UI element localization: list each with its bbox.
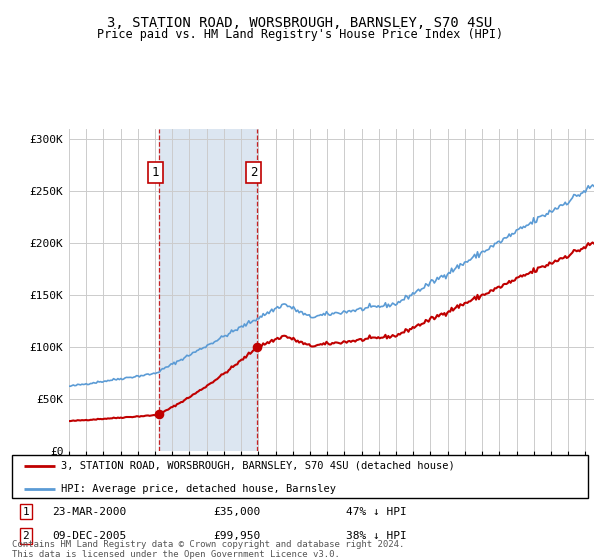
Text: 2: 2 [250,166,257,179]
Text: £35,000: £35,000 [214,507,261,517]
Point [154,410,164,419]
Text: 09-DEC-2005: 09-DEC-2005 [52,531,127,541]
Text: 38% ↓ HPI: 38% ↓ HPI [346,531,407,541]
Text: 2: 2 [22,531,29,541]
Point [253,343,262,352]
Text: HPI: Average price, detached house, Barnsley: HPI: Average price, detached house, Barn… [61,484,336,494]
Text: 47% ↓ HPI: 47% ↓ HPI [346,507,407,517]
Text: 1: 1 [152,166,159,179]
Text: 3, STATION ROAD, WORSBROUGH, BARNSLEY, S70 4SU (detached house): 3, STATION ROAD, WORSBROUGH, BARNSLEY, S… [61,461,455,470]
Text: £99,950: £99,950 [214,531,261,541]
Bar [159,129,257,451]
Text: 1: 1 [22,507,29,517]
Text: Contains HM Land Registry data © Crown copyright and database right 2024.
This d: Contains HM Land Registry data © Crown c… [12,540,404,559]
Text: 3, STATION ROAD, WORSBROUGH, BARNSLEY, S70 4SU: 3, STATION ROAD, WORSBROUGH, BARNSLEY, S… [107,16,493,30]
Text: Price paid vs. HM Land Registry's House Price Index (HPI): Price paid vs. HM Land Registry's House … [97,28,503,41]
FancyBboxPatch shape [12,455,588,498]
Text: 23-MAR-2000: 23-MAR-2000 [52,507,127,517]
